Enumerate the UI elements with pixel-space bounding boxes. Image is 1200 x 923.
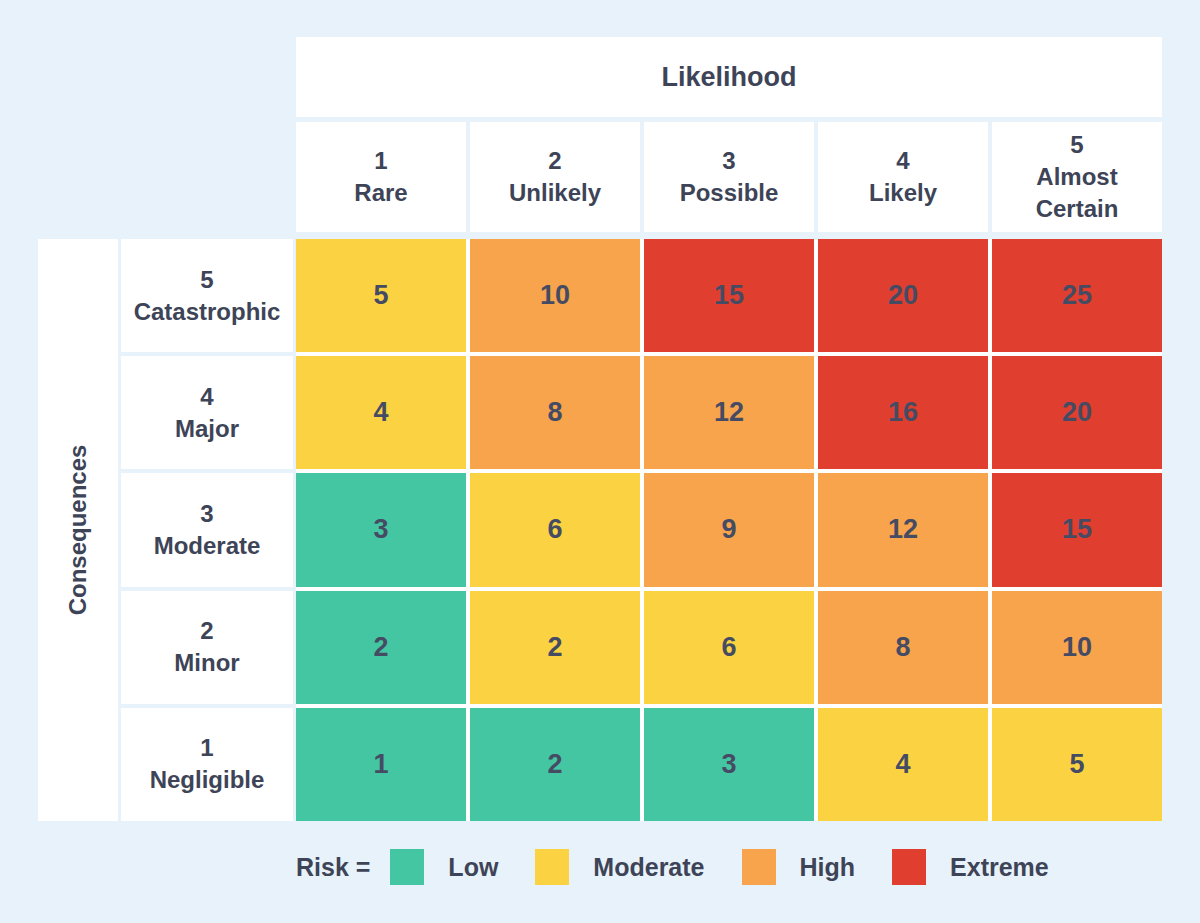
- risk-cell-r4-c3: 4: [818, 708, 988, 821]
- consequences-axis-title-text: Consequences: [64, 445, 92, 616]
- likelihood-axis-title-text: Likelihood: [662, 62, 797, 93]
- likelihood-header-almost-certain-label: Almost Certain: [1002, 161, 1152, 225]
- consequence-header-moderate: 3Moderate: [121, 473, 293, 586]
- risk-cell-r3-c2: 6: [644, 591, 814, 704]
- risk-cell-r0-c1: 10: [470, 239, 640, 352]
- legend-item-low: Low: [390, 849, 498, 885]
- legend-item-moderate: Moderate: [535, 849, 704, 885]
- risk-cell-r4-c4: 5: [992, 708, 1162, 821]
- legend-swatch-low: [390, 849, 424, 885]
- risk-cell-r1-c4: 20: [992, 356, 1162, 469]
- risk-cell-r2-c1: 6: [470, 473, 640, 586]
- consequences-axis-title: Consequences: [38, 239, 118, 821]
- consequence-header-minor: 2Minor: [121, 591, 293, 704]
- likelihood-header-possible-label: Possible: [680, 177, 779, 209]
- risk-cell-r2-c3: 12: [818, 473, 988, 586]
- likelihood-axis-title: Likelihood: [296, 37, 1162, 117]
- consequence-header-moderate-number: 3: [200, 498, 213, 530]
- risk-cell-r3-c0: 2: [296, 591, 466, 704]
- risk-cell-r1-c2: 12: [644, 356, 814, 469]
- likelihood-column-headers: 1Rare2Unlikely3Possible4Likely5Almost Ce…: [296, 122, 1162, 232]
- likelihood-header-unlikely-number: 2: [548, 145, 561, 177]
- risk-cell-r4-c0: 1: [296, 708, 466, 821]
- likelihood-header-rare-label: Rare: [354, 177, 407, 209]
- legend-prefix: Risk =: [296, 853, 370, 882]
- likelihood-header-rare: 1Rare: [296, 122, 466, 232]
- risk-cell-r1-c0: 4: [296, 356, 466, 469]
- likelihood-header-unlikely: 2Unlikely: [470, 122, 640, 232]
- likelihood-header-likely-number: 4: [896, 145, 909, 177]
- likelihood-header-likely: 4Likely: [818, 122, 988, 232]
- risk-cell-r1-c1: 8: [470, 356, 640, 469]
- legend-label-extreme: Extreme: [950, 853, 1049, 882]
- legend-swatch-extreme: [892, 849, 926, 885]
- risk-cell-r2-c2: 9: [644, 473, 814, 586]
- likelihood-header-likely-label: Likely: [869, 177, 937, 209]
- likelihood-header-possible-number: 3: [722, 145, 735, 177]
- consequence-header-catastrophic-label: Catastrophic: [134, 296, 281, 328]
- consequence-header-major: 4Major: [121, 356, 293, 469]
- consequence-header-catastrophic-number: 5: [200, 264, 213, 296]
- consequence-header-moderate-label: Moderate: [154, 530, 261, 562]
- likelihood-header-possible: 3Possible: [644, 122, 814, 232]
- risk-matrix-grid: 51015202548121620369121522681012345: [296, 239, 1162, 821]
- legend-swatch-moderate: [535, 849, 569, 885]
- legend-label-high: High: [800, 853, 856, 882]
- likelihood-header-unlikely-label: Unlikely: [509, 177, 601, 209]
- legend-label-low: Low: [448, 853, 498, 882]
- consequence-header-major-number: 4: [200, 381, 213, 413]
- risk-cell-r3-c4: 10: [992, 591, 1162, 704]
- consequence-header-minor-number: 2: [200, 615, 213, 647]
- risk-cell-r2-c0: 3: [296, 473, 466, 586]
- legend-item-high: High: [742, 849, 856, 885]
- risk-cell-r2-c4: 15: [992, 473, 1162, 586]
- likelihood-header-rare-number: 1: [374, 145, 387, 177]
- risk-cell-r1-c3: 16: [818, 356, 988, 469]
- risk-cell-r0-c2: 15: [644, 239, 814, 352]
- legend-swatch-high: [742, 849, 776, 885]
- legend-label-moderate: Moderate: [593, 853, 704, 882]
- consequences-row-headers: 5Catastrophic4Major3Moderate2Minor1Negli…: [121, 239, 293, 821]
- likelihood-header-almost-certain: 5Almost Certain: [992, 122, 1162, 232]
- consequence-header-minor-label: Minor: [174, 647, 239, 679]
- consequence-header-catastrophic: 5Catastrophic: [121, 239, 293, 352]
- legend-item-extreme: Extreme: [892, 849, 1049, 885]
- likelihood-header-almost-certain-number: 5: [1070, 129, 1083, 161]
- risk-legend: Risk = Low Moderate High Extreme: [0, 845, 1200, 889]
- risk-cell-r0-c4: 25: [992, 239, 1162, 352]
- risk-cell-r0-c3: 20: [818, 239, 988, 352]
- risk-cell-r3-c1: 2: [470, 591, 640, 704]
- risk-cell-r3-c3: 8: [818, 591, 988, 704]
- risk-cell-r4-c1: 2: [470, 708, 640, 821]
- consequence-header-negligible-label: Negligible: [150, 764, 265, 796]
- consequence-header-negligible: 1Negligible: [121, 708, 293, 821]
- risk-cell-r4-c2: 3: [644, 708, 814, 821]
- consequence-header-major-label: Major: [175, 413, 239, 445]
- risk-cell-r0-c0: 5: [296, 239, 466, 352]
- consequence-header-negligible-number: 1: [200, 732, 213, 764]
